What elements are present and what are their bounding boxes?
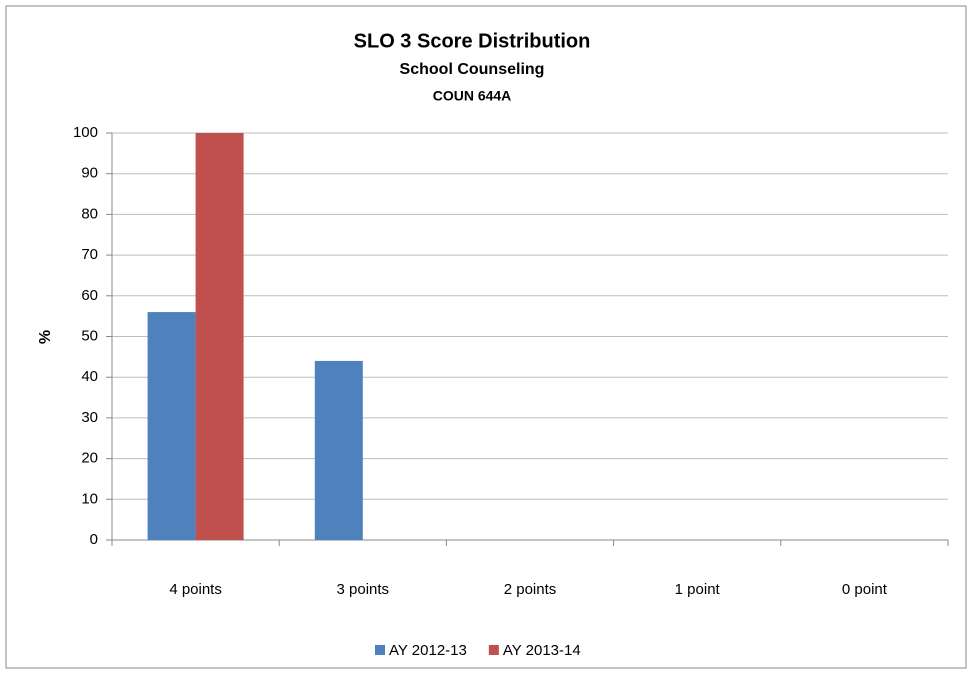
x-tick-label: 0 point: [842, 581, 888, 598]
y-tick-label: 30: [81, 409, 98, 426]
bar: [314, 360, 363, 540]
y-tick-label: 70: [81, 246, 98, 263]
bar: [147, 312, 196, 540]
x-tick-label: 2 points: [504, 581, 557, 598]
y-tick-label: 90: [81, 165, 98, 182]
bar: [195, 133, 244, 540]
x-tick-label: 3 points: [337, 581, 390, 598]
y-tick-label: 20: [81, 450, 98, 467]
x-tick-label: 4 points: [169, 581, 222, 598]
y-tick-label: 10: [81, 490, 98, 507]
y-tick-label: 100: [73, 124, 98, 141]
y-axis-label: %: [37, 330, 54, 344]
legend-swatch: [488, 645, 499, 655]
legend-label: AY 2012-13: [389, 642, 467, 659]
legend-swatch: [375, 645, 385, 655]
y-tick-label: 40: [81, 368, 98, 385]
legend-label: AY 2013-14: [503, 642, 581, 659]
x-tick-label: 1 point: [675, 581, 721, 598]
chart-subtitle: COUN 644A: [433, 88, 512, 104]
y-tick-label: 50: [81, 327, 98, 344]
chart-title: SLO 3 Score Distribution: [354, 30, 591, 52]
y-tick-label: 0: [90, 531, 98, 548]
chart-subtitle: School Counseling: [400, 61, 545, 78]
y-tick-label: 60: [81, 287, 98, 304]
y-tick-label: 80: [81, 205, 98, 222]
